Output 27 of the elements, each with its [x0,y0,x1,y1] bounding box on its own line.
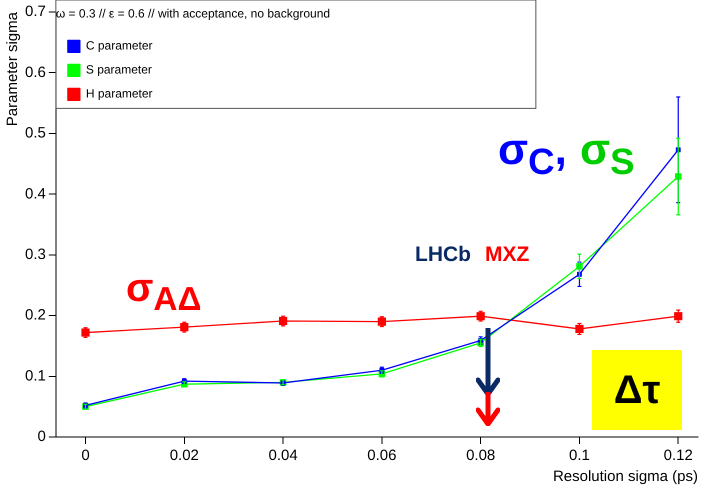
y-axis-title: Parameter sigma [4,11,22,126]
y-tick-label: 0.5 [24,124,46,142]
y-tick-label: 0 [38,428,46,446]
annotation: Δτ [592,350,682,430]
y-tick-label: 0.2 [24,306,46,324]
y-tick-label: 0.4 [24,185,46,202]
y-tick-label: 0.7 [24,3,46,20]
x-tick-label: 0.12 [664,447,693,464]
x-tick-label: 0 [81,447,90,464]
annotation: σ$_{S}$ [580,125,635,182]
y-tick-label: 0.6 [24,64,46,81]
x-tick-label: 0.02 [170,447,199,464]
legend-label: H parameter [86,86,153,101]
annotation: LHCb [415,243,471,266]
x-tick-label: 0.06 [367,447,396,464]
annotation: σ$_{AΔ}$ [126,266,202,318]
x-tick-label: 0.1 [569,447,590,464]
annotation: σ$_{C}$, [498,125,567,182]
legend-label: S parameter [86,62,152,77]
x-axis-title: Resolution sigma (ps) [552,468,698,486]
legend-title: ω = 0.3 // ε = 0.6 // with acceptance, no background [56,6,330,20]
legend-label: C parameter [86,38,153,53]
annotation: MXZ [485,243,530,266]
y-tick-label: 0.1 [24,367,46,384]
x-tick-label: 0.04 [268,447,298,464]
y-tick-label: 0.3 [24,246,46,263]
x-tick-label: 0.08 [466,447,496,464]
